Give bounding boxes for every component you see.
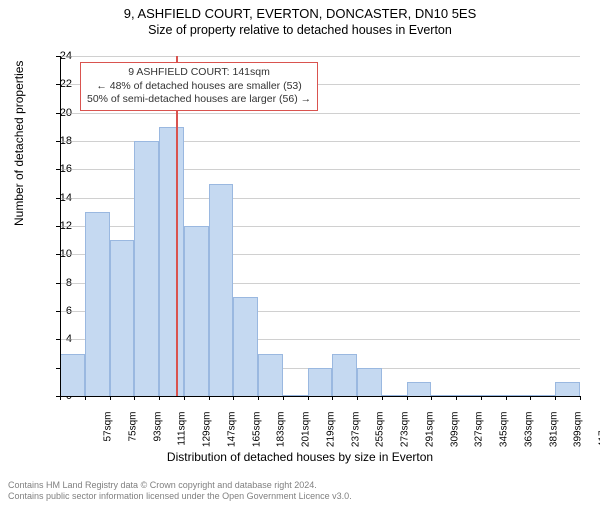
footer-line1: Contains HM Land Registry data © Crown c… — [8, 480, 352, 491]
chart-subtitle: Size of property relative to detached ho… — [0, 23, 600, 37]
annotation-line: 50% of semi-detached houses are larger (… — [87, 93, 311, 107]
x-axis — [60, 396, 580, 397]
bar — [555, 382, 580, 396]
y-axis-label: Number of detached properties — [12, 61, 26, 226]
bar — [110, 240, 135, 396]
bar — [308, 368, 333, 396]
chart-container: 9, ASHFIELD COURT, EVERTON, DONCASTER, D… — [0, 6, 600, 506]
footer-text: Contains HM Land Registry data © Crown c… — [8, 480, 352, 502]
bar — [407, 382, 432, 396]
bar — [233, 297, 258, 396]
plot-area: 9 ASHFIELD COURT: 141sqm← 48% of detache… — [60, 56, 580, 396]
footer-line2: Contains public sector information licen… — [8, 491, 352, 502]
bar — [159, 127, 184, 396]
annotation-box: 9 ASHFIELD COURT: 141sqm← 48% of detache… — [80, 62, 318, 111]
bar — [258, 354, 283, 397]
annotation-line: ← 48% of detached houses are smaller (53… — [87, 80, 311, 94]
annotation-line: 9 ASHFIELD COURT: 141sqm — [87, 66, 311, 80]
x-axis-label: Distribution of detached houses by size … — [0, 450, 600, 464]
bar — [357, 368, 382, 396]
bar — [209, 184, 234, 397]
bar — [60, 354, 85, 397]
bar — [85, 212, 110, 396]
y-axis — [60, 56, 61, 396]
bar — [184, 226, 209, 396]
chart-title: 9, ASHFIELD COURT, EVERTON, DONCASTER, D… — [0, 6, 600, 21]
bar — [332, 354, 357, 397]
bar — [134, 141, 159, 396]
